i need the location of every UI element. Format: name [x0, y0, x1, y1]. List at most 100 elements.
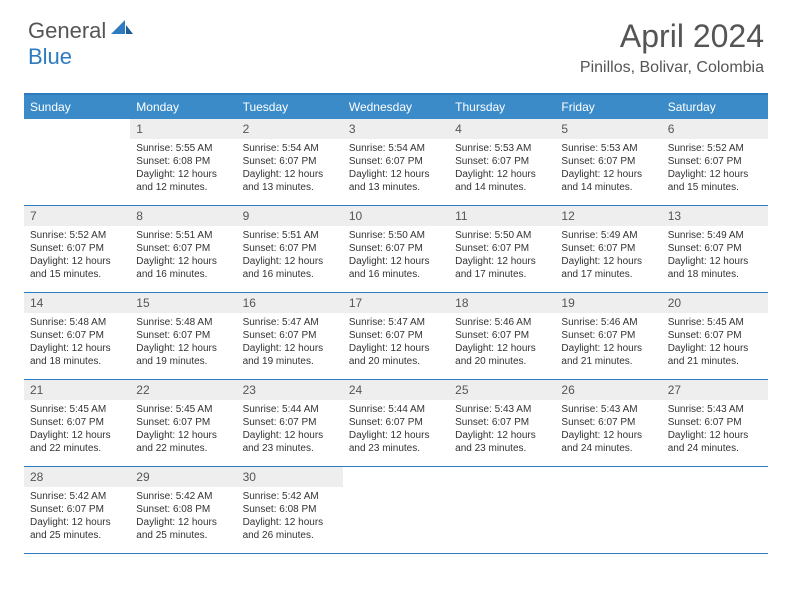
day-content: Sunrise: 5:54 AMSunset: 6:07 PMDaylight:… [343, 139, 449, 198]
week-row: 14Sunrise: 5:48 AMSunset: 6:07 PMDayligh… [24, 293, 768, 380]
day-cell [24, 119, 130, 205]
day-number: 24 [343, 380, 449, 400]
day-number: 25 [449, 380, 555, 400]
day-cell: 30Sunrise: 5:42 AMSunset: 6:08 PMDayligh… [237, 467, 343, 553]
day-number: 6 [662, 119, 768, 139]
day-content: Sunrise: 5:46 AMSunset: 6:07 PMDaylight:… [449, 313, 555, 372]
day-cell: 13Sunrise: 5:49 AMSunset: 6:07 PMDayligh… [662, 206, 768, 292]
week-row: 21Sunrise: 5:45 AMSunset: 6:07 PMDayligh… [24, 380, 768, 467]
day-number: 28 [24, 467, 130, 487]
day-cell: 17Sunrise: 5:47 AMSunset: 6:07 PMDayligh… [343, 293, 449, 379]
day-content: Sunrise: 5:45 AMSunset: 6:07 PMDaylight:… [24, 400, 130, 459]
day-content: Sunrise: 5:47 AMSunset: 6:07 PMDaylight:… [343, 313, 449, 372]
day-number: 7 [24, 206, 130, 226]
day-number: 10 [343, 206, 449, 226]
day-cell: 16Sunrise: 5:47 AMSunset: 6:07 PMDayligh… [237, 293, 343, 379]
week-row: 1Sunrise: 5:55 AMSunset: 6:08 PMDaylight… [24, 119, 768, 206]
day-number: 30 [237, 467, 343, 487]
day-cell: 22Sunrise: 5:45 AMSunset: 6:07 PMDayligh… [130, 380, 236, 466]
month-title: April 2024 [580, 18, 764, 55]
day-cell: 3Sunrise: 5:54 AMSunset: 6:07 PMDaylight… [343, 119, 449, 205]
day-content: Sunrise: 5:49 AMSunset: 6:07 PMDaylight:… [555, 226, 661, 285]
day-cell: 18Sunrise: 5:46 AMSunset: 6:07 PMDayligh… [449, 293, 555, 379]
day-cell: 10Sunrise: 5:50 AMSunset: 6:07 PMDayligh… [343, 206, 449, 292]
day-number: 8 [130, 206, 236, 226]
day-cell: 20Sunrise: 5:45 AMSunset: 6:07 PMDayligh… [662, 293, 768, 379]
day-cell: 6Sunrise: 5:52 AMSunset: 6:07 PMDaylight… [662, 119, 768, 205]
day-cell: 14Sunrise: 5:48 AMSunset: 6:07 PMDayligh… [24, 293, 130, 379]
day-number: 29 [130, 467, 236, 487]
day-content: Sunrise: 5:48 AMSunset: 6:07 PMDaylight:… [24, 313, 130, 372]
logo-sub: Blue [28, 44, 72, 70]
day-content: Sunrise: 5:50 AMSunset: 6:07 PMDaylight:… [343, 226, 449, 285]
day-cell: 23Sunrise: 5:44 AMSunset: 6:07 PMDayligh… [237, 380, 343, 466]
day-number: 23 [237, 380, 343, 400]
weekday-header-cell: Sunday [24, 95, 130, 119]
day-cell: 12Sunrise: 5:49 AMSunset: 6:07 PMDayligh… [555, 206, 661, 292]
day-number: 11 [449, 206, 555, 226]
day-cell: 11Sunrise: 5:50 AMSunset: 6:07 PMDayligh… [449, 206, 555, 292]
day-number: 18 [449, 293, 555, 313]
day-cell [449, 467, 555, 553]
day-content: Sunrise: 5:51 AMSunset: 6:07 PMDaylight:… [237, 226, 343, 285]
day-number: 19 [555, 293, 661, 313]
header: General April 2024 Pinillos, Bolivar, Co… [0, 0, 792, 85]
day-cell [662, 467, 768, 553]
day-cell: 5Sunrise: 5:53 AMSunset: 6:07 PMDaylight… [555, 119, 661, 205]
day-content: Sunrise: 5:50 AMSunset: 6:07 PMDaylight:… [449, 226, 555, 285]
day-cell: 24Sunrise: 5:44 AMSunset: 6:07 PMDayligh… [343, 380, 449, 466]
weeks-container: 1Sunrise: 5:55 AMSunset: 6:08 PMDaylight… [24, 119, 768, 554]
day-content: Sunrise: 5:47 AMSunset: 6:07 PMDaylight:… [237, 313, 343, 372]
day-cell: 9Sunrise: 5:51 AMSunset: 6:07 PMDaylight… [237, 206, 343, 292]
logo-text-blue: Blue [28, 44, 72, 69]
day-number: 16 [237, 293, 343, 313]
day-content: Sunrise: 5:53 AMSunset: 6:07 PMDaylight:… [555, 139, 661, 198]
location: Pinillos, Bolivar, Colombia [580, 59, 764, 77]
day-number: 27 [662, 380, 768, 400]
day-cell: 2Sunrise: 5:54 AMSunset: 6:07 PMDaylight… [237, 119, 343, 205]
day-cell: 1Sunrise: 5:55 AMSunset: 6:08 PMDaylight… [130, 119, 236, 205]
day-content: Sunrise: 5:43 AMSunset: 6:07 PMDaylight:… [449, 400, 555, 459]
weekday-header-cell: Thursday [449, 95, 555, 119]
day-number: 13 [662, 206, 768, 226]
day-cell [343, 467, 449, 553]
day-number: 9 [237, 206, 343, 226]
weekday-header-cell: Monday [130, 95, 236, 119]
day-cell: 4Sunrise: 5:53 AMSunset: 6:07 PMDaylight… [449, 119, 555, 205]
day-number-empty [343, 467, 449, 487]
week-row: 28Sunrise: 5:42 AMSunset: 6:07 PMDayligh… [24, 467, 768, 554]
day-cell: 21Sunrise: 5:45 AMSunset: 6:07 PMDayligh… [24, 380, 130, 466]
day-number: 3 [343, 119, 449, 139]
day-number: 12 [555, 206, 661, 226]
day-cell [555, 467, 661, 553]
day-cell: 19Sunrise: 5:46 AMSunset: 6:07 PMDayligh… [555, 293, 661, 379]
day-number-empty [662, 467, 768, 487]
weekday-header-cell: Friday [555, 95, 661, 119]
day-cell: 25Sunrise: 5:43 AMSunset: 6:07 PMDayligh… [449, 380, 555, 466]
day-content: Sunrise: 5:45 AMSunset: 6:07 PMDaylight:… [130, 400, 236, 459]
day-number-empty [24, 119, 130, 139]
day-number: 2 [237, 119, 343, 139]
logo: General [28, 18, 135, 44]
day-content: Sunrise: 5:44 AMSunset: 6:07 PMDaylight:… [343, 400, 449, 459]
day-cell: 26Sunrise: 5:43 AMSunset: 6:07 PMDayligh… [555, 380, 661, 466]
week-row: 7Sunrise: 5:52 AMSunset: 6:07 PMDaylight… [24, 206, 768, 293]
day-number: 5 [555, 119, 661, 139]
weekday-header-cell: Saturday [662, 95, 768, 119]
day-content: Sunrise: 5:49 AMSunset: 6:07 PMDaylight:… [662, 226, 768, 285]
weekday-header-row: SundayMondayTuesdayWednesdayThursdayFrid… [24, 95, 768, 119]
day-content: Sunrise: 5:46 AMSunset: 6:07 PMDaylight:… [555, 313, 661, 372]
weekday-header-cell: Wednesday [343, 95, 449, 119]
day-cell: 28Sunrise: 5:42 AMSunset: 6:07 PMDayligh… [24, 467, 130, 553]
day-number: 21 [24, 380, 130, 400]
day-cell: 15Sunrise: 5:48 AMSunset: 6:07 PMDayligh… [130, 293, 236, 379]
day-number-empty [449, 467, 555, 487]
day-number: 1 [130, 119, 236, 139]
day-cell: 8Sunrise: 5:51 AMSunset: 6:07 PMDaylight… [130, 206, 236, 292]
day-cell: 7Sunrise: 5:52 AMSunset: 6:07 PMDaylight… [24, 206, 130, 292]
day-number: 26 [555, 380, 661, 400]
calendar: SundayMondayTuesdayWednesdayThursdayFrid… [24, 93, 768, 554]
day-content: Sunrise: 5:48 AMSunset: 6:07 PMDaylight:… [130, 313, 236, 372]
title-block: April 2024 Pinillos, Bolivar, Colombia [580, 18, 764, 77]
day-number: 22 [130, 380, 236, 400]
